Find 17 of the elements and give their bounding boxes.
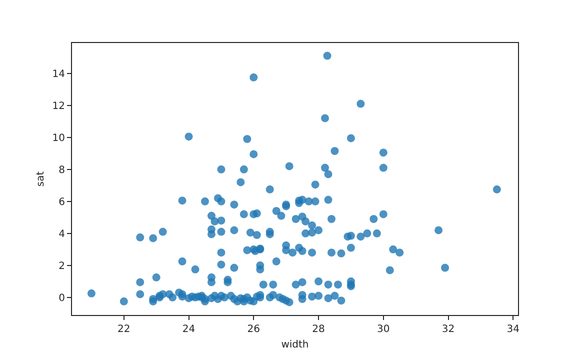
- y-tick-label: 10: [52, 132, 65, 144]
- y-tick-label: 4: [58, 228, 65, 240]
- y-tick-label: 8: [58, 164, 65, 176]
- y-tick-label: 6: [58, 196, 65, 208]
- y-tick-label: 2: [58, 260, 65, 272]
- y-tick-label: 12: [52, 100, 65, 112]
- x-axis-title: width: [281, 340, 309, 350]
- x-tick-label: 22: [118, 324, 130, 335]
- x-tick-label: 26: [247, 324, 260, 335]
- y-tick-label: 0: [58, 292, 65, 304]
- x-tick-label: 28: [312, 324, 325, 335]
- x-tick-label: 30: [377, 324, 390, 335]
- x-tick-label: 34: [506, 324, 520, 335]
- x-tick-label: 24: [182, 324, 196, 335]
- x-tick-label: 32: [442, 324, 455, 335]
- y-tick-label: 14: [52, 68, 65, 80]
- y-axis-title: sat: [35, 171, 46, 187]
